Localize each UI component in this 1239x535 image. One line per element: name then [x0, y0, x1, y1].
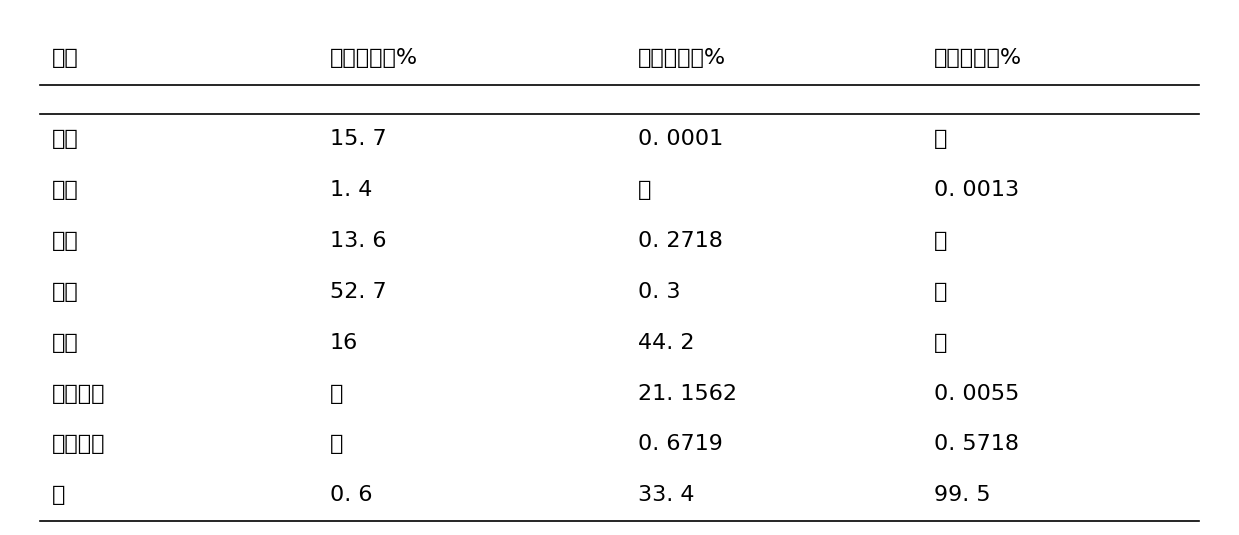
Text: 0. 6: 0. 6 [330, 485, 372, 505]
Text: －: － [934, 129, 948, 149]
Text: 乙醇: 乙醇 [52, 333, 79, 353]
Text: 酮类: 酮类 [52, 231, 79, 251]
Text: 0. 2718: 0. 2718 [638, 231, 722, 251]
Text: －: － [330, 384, 343, 403]
Text: 0. 3: 0. 3 [638, 282, 680, 302]
Text: 33. 4: 33. 4 [638, 485, 695, 505]
Text: 16: 16 [330, 333, 358, 353]
Text: 0. 6719: 0. 6719 [638, 434, 722, 454]
Text: 塔底，重量%: 塔底，重量% [934, 48, 1022, 68]
Text: 有机酸类: 有机酸类 [52, 434, 105, 454]
Text: 99. 5: 99. 5 [934, 485, 991, 505]
Text: 0. 0013: 0. 0013 [934, 180, 1020, 200]
Text: 酯类: 酯类 [52, 180, 79, 200]
Text: 1. 4: 1. 4 [330, 180, 372, 200]
Text: 甲醇: 甲醇 [52, 282, 79, 302]
Text: 44. 2: 44. 2 [638, 333, 695, 353]
Text: 0. 0055: 0. 0055 [934, 384, 1020, 403]
Text: 成分: 成分 [52, 48, 79, 68]
Text: 侧线，重量%: 侧线，重量% [638, 48, 726, 68]
Text: 塔顶，重量%: 塔顶，重量% [330, 48, 418, 68]
Text: －: － [934, 282, 948, 302]
Text: －: － [934, 333, 948, 353]
Text: 15. 7: 15. 7 [330, 129, 387, 149]
Text: 52. 7: 52. 7 [330, 282, 387, 302]
Text: 0. 0001: 0. 0001 [638, 129, 724, 149]
Text: 0. 5718: 0. 5718 [934, 434, 1018, 454]
Text: 21. 1562: 21. 1562 [638, 384, 737, 403]
Text: 13. 6: 13. 6 [330, 231, 387, 251]
Text: 其他醇类: 其他醇类 [52, 384, 105, 403]
Text: －: － [934, 231, 948, 251]
Text: 水: 水 [52, 485, 66, 505]
Text: －: － [330, 434, 343, 454]
Text: －: － [638, 180, 652, 200]
Text: 醛类: 醛类 [52, 129, 79, 149]
